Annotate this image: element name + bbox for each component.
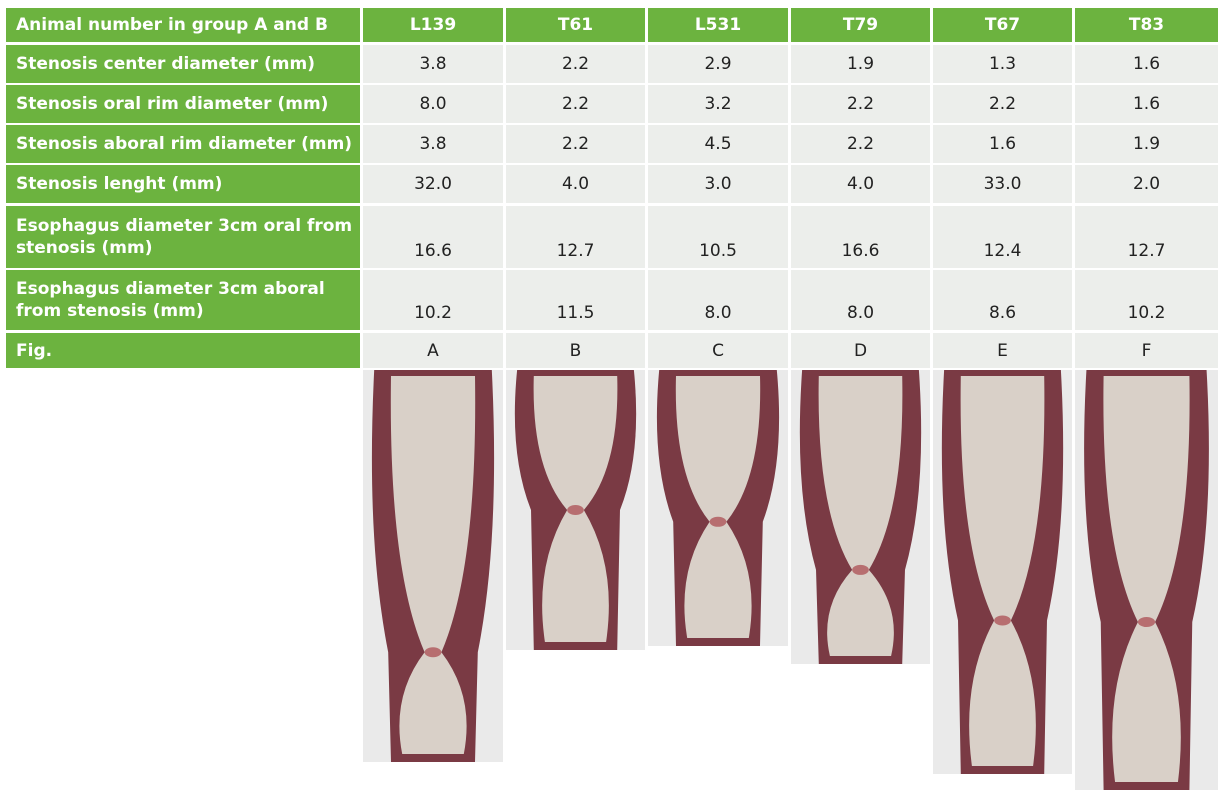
table-cell: 2.2	[791, 125, 930, 163]
table-cell: 3.0	[648, 165, 788, 203]
table-cell: 33.0	[933, 165, 1072, 203]
table-cell: 2.2	[506, 85, 645, 123]
column-header: L531	[648, 8, 788, 42]
table-cell: E	[933, 333, 1072, 368]
specimen-photo	[1075, 370, 1218, 790]
table-cell: 3.8	[363, 125, 503, 163]
table-cell: 10.2	[1075, 270, 1218, 330]
table-cell: B	[506, 333, 645, 368]
table-cell: 16.6	[363, 206, 503, 268]
specimen-photo	[648, 370, 788, 646]
table-cell: 2.2	[506, 125, 645, 163]
table-cell: 8.0	[791, 270, 930, 330]
row-label: Stenosis lenght (mm)	[6, 165, 360, 203]
table-cell: 10.2	[363, 270, 503, 330]
table-cell: 1.9	[791, 45, 930, 83]
column-header: T79	[791, 8, 930, 42]
table-cell: 8.0	[648, 270, 788, 330]
table-cell: 10.5	[648, 206, 788, 268]
table-cell: 32.0	[363, 165, 503, 203]
specimen-photo	[933, 370, 1072, 774]
table-cell: F	[1075, 333, 1218, 368]
specimen-photo	[363, 370, 503, 762]
table-cell: D	[791, 333, 930, 368]
table-cell: 1.6	[1075, 85, 1218, 123]
row-label: Stenosis aboral rim diameter (mm)	[6, 125, 360, 163]
table-cell: 12.4	[933, 206, 1072, 268]
table-cell: 3.8	[363, 45, 503, 83]
table-cell: 2.2	[933, 85, 1072, 123]
table-cell: 16.6	[791, 206, 930, 268]
row-label: Esophagus diameter 3cm aboral from steno…	[6, 270, 360, 330]
table-cell: 2.9	[648, 45, 788, 83]
table-cell: 3.2	[648, 85, 788, 123]
table-cell: 4.0	[506, 165, 645, 203]
specimen-photo	[506, 370, 645, 650]
row-label: Fig.	[6, 333, 360, 368]
table-cell: 4.0	[791, 165, 930, 203]
table-cell: 1.6	[933, 125, 1072, 163]
row-label: Stenosis center diameter (mm)	[6, 45, 360, 83]
table-cell: 2.2	[506, 45, 645, 83]
table-cell: 1.3	[933, 45, 1072, 83]
row-label: Stenosis oral rim diameter (mm)	[6, 85, 360, 123]
corner-header: Animal number in group A and B	[6, 8, 360, 42]
column-header: T67	[933, 8, 1072, 42]
table-cell: 12.7	[506, 206, 645, 268]
table-cell: 2.0	[1075, 165, 1218, 203]
column-header: T61	[506, 8, 645, 42]
table-cell: 11.5	[506, 270, 645, 330]
specimen-photo	[791, 370, 930, 664]
row-label: Esophagus diameter 3cm oral from stenosi…	[6, 206, 360, 268]
table-cell: 12.7	[1075, 206, 1218, 268]
column-header: T83	[1075, 8, 1218, 42]
column-header: L139	[363, 8, 503, 42]
table-cell: C	[648, 333, 788, 368]
table-cell: 8.0	[363, 85, 503, 123]
table-cell: A	[363, 333, 503, 368]
table-cell: 4.5	[648, 125, 788, 163]
table-cell: 2.2	[791, 85, 930, 123]
table-cell: 1.6	[1075, 45, 1218, 83]
table-cell: 8.6	[933, 270, 1072, 330]
table-cell: 1.9	[1075, 125, 1218, 163]
